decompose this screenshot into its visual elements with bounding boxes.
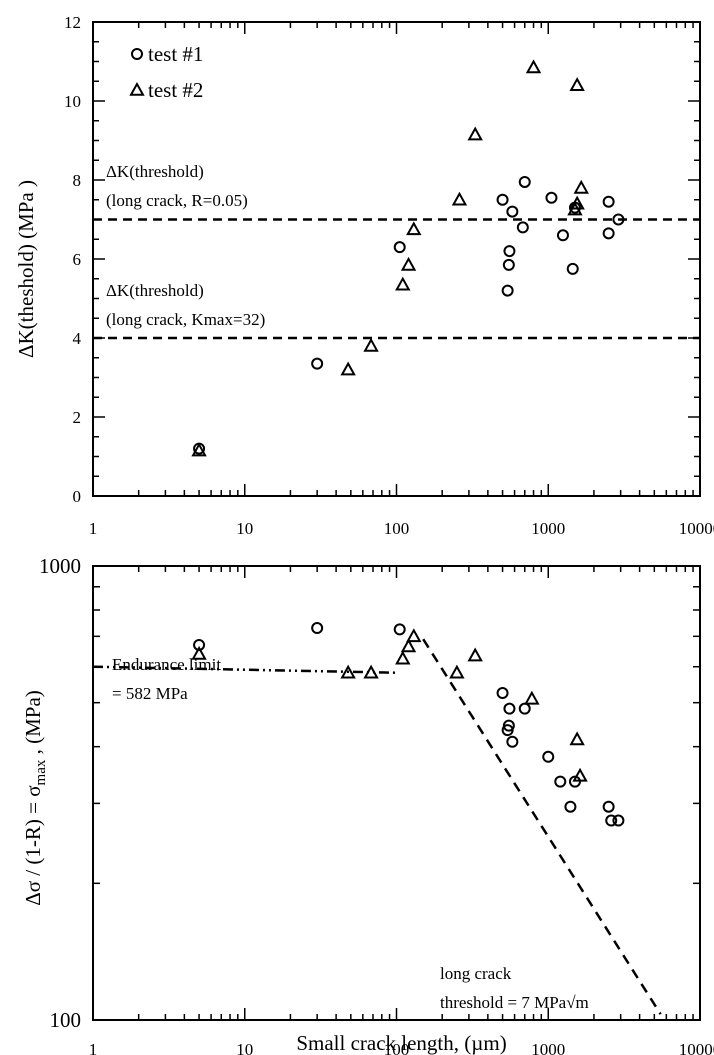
legend-label: test #1 [148,42,203,66]
endurance-label: = 582 MPa [112,684,188,703]
marker-circle [518,702,531,715]
marker-triangle [363,337,379,352]
x-tick-label: 1 [89,519,98,538]
y-axis-label: ΔK(theshold) (MPa ) [14,180,38,358]
x-tick-label: 10000 [679,519,714,538]
x-tick-label: 1000 [531,1040,565,1055]
marker-circle [545,191,558,204]
marker-triangle [406,221,422,236]
marker-circle [311,357,324,370]
marker-circle [564,800,577,813]
y-tick-label: 0 [73,487,82,506]
long-crack-label: threshold = 7 MPa√m [440,993,589,1012]
marker-circle [506,735,519,748]
marker-circle [311,622,324,635]
marker-circle [501,284,514,297]
marker-triangle [567,201,583,216]
marker-triangle [340,664,356,679]
y-tick-label: 6 [73,250,82,269]
threshold-label: (long crack, R=0.05) [106,191,248,210]
marker-triangle [451,191,468,206]
marker-circle [605,814,618,827]
marker-triangle [449,664,465,679]
marker-triangle [573,179,589,194]
x-tick-label: 10000 [679,1040,714,1055]
y-tick-label: 12 [64,13,81,32]
y-tick-label: 8 [73,171,82,190]
x-tick-label: 100 [384,1040,410,1055]
marker-triangle [467,126,483,141]
marker-triangle [569,77,585,91]
marker-circle [502,258,515,271]
marker-circle [602,800,615,813]
marker-circle [554,775,567,788]
y-axis-label-sub: max [33,759,49,785]
marker-circle [612,213,625,226]
marker-circle [542,750,555,763]
marker-circle [602,195,615,208]
marker-triangle [129,81,145,96]
marker-triangle [467,647,483,662]
threshold-label: (long crack, Kmax=32) [106,310,265,329]
marker-triangle [569,731,585,746]
y-axis-label-unit: , (MPa) [21,690,45,759]
x-tick-label: 10 [236,1040,253,1055]
y-axis-label: Δσ / (1-R) = σmax , (MPa) [21,690,49,906]
marker-circle [612,814,625,827]
y-axis-label-main: Δσ / (1-R) = σ [21,785,45,905]
y-tick-label: 2 [73,408,82,427]
marker-triangle [406,628,422,643]
x-tick-label: 100 [384,519,410,538]
marker-circle [506,205,519,218]
marker-triangle [572,767,588,782]
long-crack-label: long crack [440,964,512,983]
marker-triangle [525,59,542,74]
marker-circle [516,221,529,234]
marker-triangle [400,256,417,271]
x-tick-label: 10 [236,519,253,538]
marker-circle [503,245,516,258]
marker-circle [131,48,143,60]
marker-circle [393,623,406,636]
y-tick-label: 100 [50,1008,82,1032]
marker-circle [518,175,531,188]
marker-circle [502,719,515,732]
x-axis-label: Small crack length, (µm) [296,1031,506,1055]
threshold-label: ΔK(threshold) [106,162,204,181]
endurance-limit-line [92,665,397,674]
marker-triangle [191,442,207,457]
marker-circle [393,241,406,254]
marker-triangle [395,276,411,291]
threshold-label: ΔK(threshold) [106,281,204,300]
legend-label: test #2 [148,78,203,102]
x-tick-label: 1000 [531,519,565,538]
x-tick-label: 1 [89,1040,98,1055]
y-tick-label: 1000 [39,554,81,578]
marker-triangle [400,638,417,653]
long-crack-line [422,638,662,1015]
y-tick-label: 4 [73,329,82,348]
marker-triangle [395,650,411,665]
marker-triangle [340,361,356,376]
marker-triangle [191,645,207,660]
marker-circle [556,229,569,242]
marker-triangle [363,664,379,679]
marker-circle [496,193,509,206]
marker-circle [503,702,516,715]
marker-circle [602,227,615,240]
y-tick-label: 10 [64,92,81,111]
marker-triangle [524,690,540,705]
marker-circle [496,687,509,700]
marker-circle [566,262,579,275]
